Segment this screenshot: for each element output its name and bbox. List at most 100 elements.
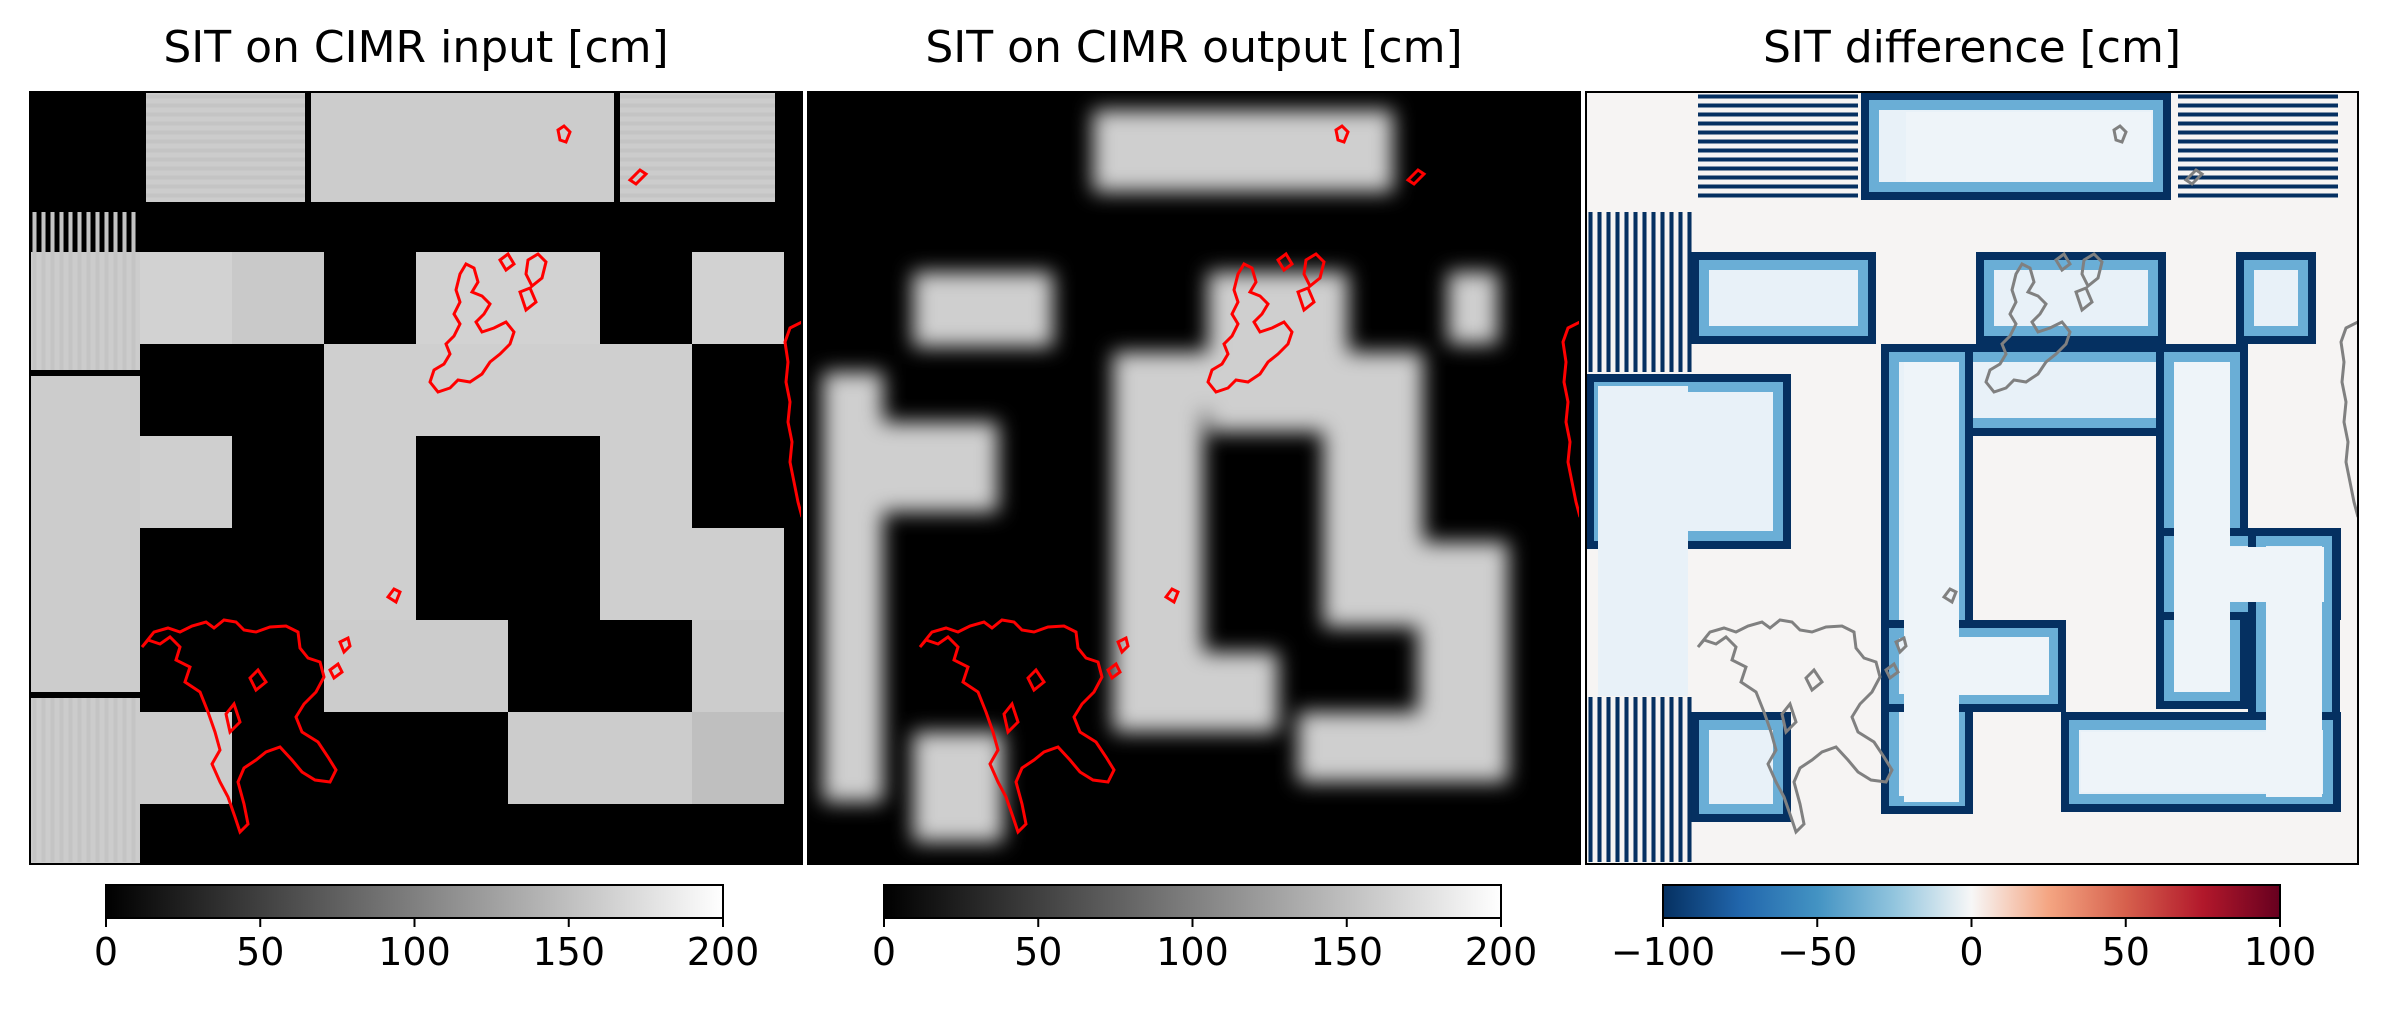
smoothed-ice [823, 422, 998, 512]
coastline-path [224, 667, 269, 735]
near-zero [1709, 270, 1858, 326]
colorbar-tick-label: 0 [872, 930, 896, 974]
coastline-path [1984, 262, 2072, 394]
ice-cell [692, 620, 784, 712]
colorbar-tick-label: 50 [1014, 930, 1062, 974]
ice-cell [30, 252, 140, 864]
colorbar3 [1662, 884, 2281, 919]
ice-cell [600, 528, 692, 620]
near-zero [1904, 637, 2049, 695]
near-zero [2254, 270, 2298, 326]
stripe-gap [305, 92, 311, 202]
near-zero [1994, 270, 2148, 326]
panel2-frame [807, 91, 1581, 865]
ice-cell [324, 528, 416, 620]
stripe-gap [140, 92, 146, 202]
coastline-path [1696, 618, 1894, 835]
panel3-difference-field [1586, 92, 2341, 822]
near-zero [1598, 386, 1688, 696]
panel2-title: SIT on CIMR output [cm] [925, 22, 1462, 73]
ice-cell [140, 252, 232, 344]
panel1-stripes [30, 92, 802, 862]
coastline-path [2339, 320, 2358, 518]
coastline-path [1884, 587, 1958, 681]
colorbar2 [883, 884, 1502, 919]
colorbar1 [105, 884, 724, 919]
colorbar-tick-label: 200 [687, 930, 760, 974]
panel2-map [808, 92, 1580, 864]
coastline-path [328, 587, 402, 681]
colorbar-tick-label: 150 [532, 930, 605, 974]
stripe-gap [614, 92, 620, 202]
coastline-path [1276, 251, 1326, 313]
stripe-gap [30, 370, 140, 376]
near-zero [2174, 362, 2230, 692]
ice-cell [324, 436, 416, 528]
ice-cell [416, 620, 508, 712]
ice-cell [140, 436, 232, 528]
coastline-path [428, 262, 516, 394]
colorbar-tick-label: 100 [1156, 930, 1229, 974]
colorbar-tick-label: 100 [378, 930, 451, 974]
smoothed-ice [1298, 712, 1508, 782]
ice-cell [232, 252, 324, 344]
panel2-coastline [918, 124, 1580, 835]
coastline-path [1206, 262, 1294, 394]
ice-cell [416, 252, 508, 344]
panel1-coastline [140, 124, 802, 835]
panel1-cells [30, 92, 784, 864]
coastline-path [2054, 251, 2104, 313]
panel3-stripes [1588, 94, 2338, 862]
coastline-path [1106, 587, 1180, 681]
coastline-path [2112, 124, 2205, 186]
coastline-path [1561, 320, 1580, 518]
water-band [140, 202, 802, 252]
panel1-frame [29, 91, 803, 865]
colorbar-tick-label: −50 [1777, 930, 1857, 974]
colorbar-tick-label: −100 [1611, 930, 1715, 974]
colorbar-tick-label: 50 [2102, 930, 2150, 974]
panel3-title: SIT difference [cm] [1763, 22, 2181, 73]
colorbar-ticks: 0 50 100 150 200 0 50 100 150 200 −100 −50 0 50 100 [94, 918, 2316, 974]
ice-cell [600, 712, 692, 804]
colorbar-tick-label: 0 [1959, 930, 1983, 974]
coastline-path [1780, 667, 1825, 735]
panel1-title: SIT on CIMR input [cm] [163, 22, 668, 73]
panel2-smoothed-field [823, 110, 1508, 842]
panel3-frame [1585, 91, 2359, 865]
colorbar-tick-label: 50 [236, 930, 284, 974]
near-zero [1709, 730, 1773, 804]
coastline-path [1334, 124, 1427, 186]
coastline-path [783, 320, 802, 518]
ice-cell [508, 712, 600, 804]
panel3-map [1586, 92, 2358, 864]
coastline-path [918, 618, 1116, 835]
colorbar-tick-label: 150 [1310, 930, 1383, 974]
smoothed-ice [1093, 110, 1393, 192]
near-zero [1904, 362, 1959, 802]
ice-cell [324, 344, 416, 436]
near-zero [2081, 732, 2321, 792]
ice-cell [600, 344, 692, 436]
panel3-coastline [1696, 124, 2358, 835]
ice-cell [692, 712, 784, 804]
ice-cell [140, 92, 775, 202]
coastline-path [556, 124, 649, 186]
stripe-gap [775, 92, 802, 202]
colorbar-tick-label: 0 [94, 930, 118, 974]
water-band [30, 202, 140, 212]
panel1-map [30, 92, 802, 864]
ice-cell [600, 436, 692, 528]
coastline-path [140, 618, 338, 835]
smoothed-ice [913, 272, 1053, 347]
colorbar-tick-label: 200 [1465, 930, 1538, 974]
coastline-path [1002, 667, 1047, 735]
colorbar-tick-label: 100 [2244, 930, 2317, 974]
coastline-path [498, 251, 548, 313]
ice-cell [692, 252, 784, 344]
near-zero [1906, 112, 2151, 182]
smoothed-ice [913, 732, 1003, 842]
stripe-gap [30, 692, 140, 698]
smoothed-ice [1113, 652, 1278, 732]
